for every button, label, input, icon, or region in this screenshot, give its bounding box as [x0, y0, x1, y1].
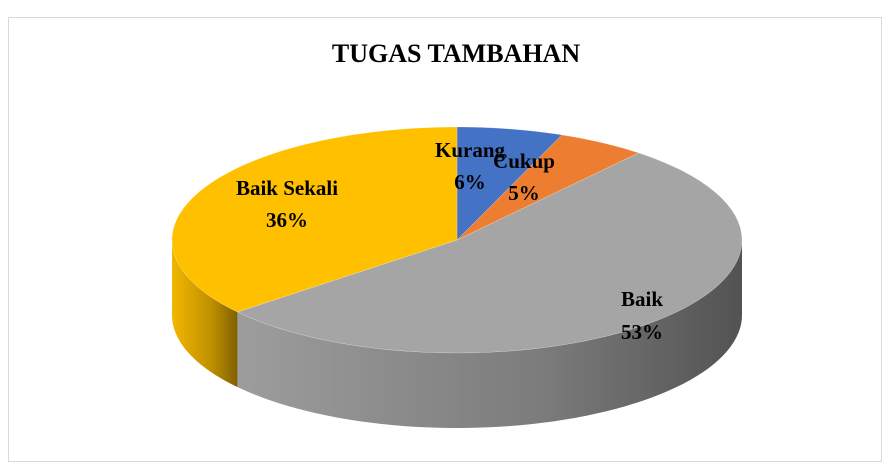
pie-slice: [236, 152, 743, 354]
slice-label: Cukup: [493, 149, 555, 173]
pie-slice: [456, 134, 640, 241]
slice-value-label: 36%: [266, 208, 308, 232]
labels: Kurang 6% Cukup 5% Baik 53% Baik Sekali 36%: [236, 138, 663, 344]
pie-side-shade: [237, 240, 742, 428]
pie-side-shade: [172, 240, 238, 388]
slice-value-label: 53%: [621, 320, 663, 344]
slice-value-label: 6%: [454, 170, 486, 194]
pie: [171, 126, 743, 428]
pie-slice: [456, 126, 563, 241]
slice-label: Kurang: [435, 138, 506, 162]
slice-value-label: 5%: [508, 181, 540, 205]
chart-title: TUGAS TAMBAHAN: [332, 39, 580, 68]
slice-label: Baik: [621, 287, 663, 311]
slice-label: Baik Sekali: [236, 176, 338, 200]
pie-slice: [171, 126, 458, 313]
